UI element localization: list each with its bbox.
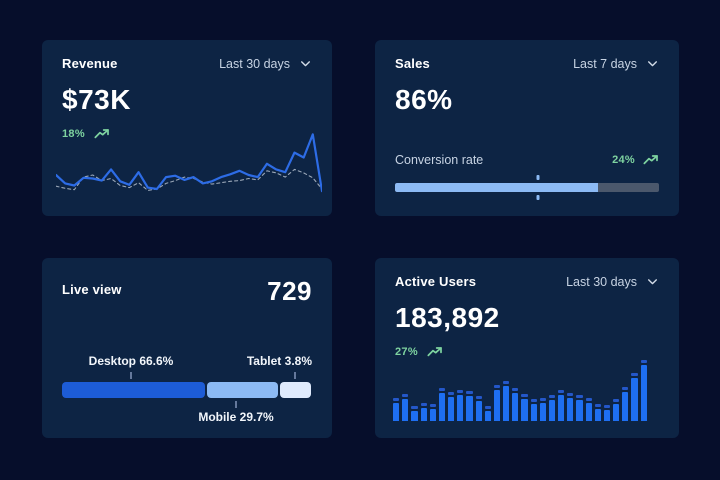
active-users-range-label: Last 30 days [566, 274, 637, 289]
card-grid: Revenue Last 30 days $73K 18% Sales Last… [42, 40, 679, 438]
bar [493, 384, 501, 421]
bar [503, 381, 510, 421]
mobile-tick [235, 401, 237, 408]
revenue-card-title: Revenue [62, 56, 118, 71]
chevron-down-icon [648, 279, 657, 285]
revenue-line-chart [56, 128, 322, 198]
bar [420, 402, 427, 421]
live-view-card-title: Live view [62, 282, 122, 297]
active-users-bar-chart [393, 359, 647, 421]
revenue-card-header: Revenue Last 30 days [62, 56, 312, 71]
chevron-down-icon [648, 61, 657, 67]
bar [448, 391, 455, 421]
bar [613, 399, 620, 421]
sales-card: Sales Last 7 days 86% Conversion rate 24… [375, 40, 679, 216]
conversion-progress [395, 175, 659, 200]
live-view-card: Live view 729 Desktop 66.6% Tablet 3.8% … [42, 258, 332, 438]
bar [512, 388, 519, 421]
chevron-down-icon [301, 61, 310, 67]
bar [558, 390, 565, 421]
tablet-segment-label: Tablet 3.8% [246, 354, 312, 368]
active-users-delta-row: 27% [395, 344, 659, 360]
bar [622, 386, 629, 421]
active-users-card-title: Active Users [395, 274, 477, 289]
sales-card-title: Sales [395, 56, 430, 71]
active-users-card-header: Active Users Last 30 days [395, 274, 659, 289]
bar [548, 394, 556, 421]
bar [567, 392, 574, 421]
active-users-range-dropdown[interactable]: Last 30 days [566, 275, 659, 289]
live-view-value: 729 [267, 276, 312, 306]
bar [530, 399, 537, 421]
bar [457, 390, 464, 421]
desktop-tick [130, 372, 132, 379]
bar [594, 404, 601, 421]
segment-desktop [62, 382, 205, 398]
sales-card-header: Sales Last 7 days [395, 56, 659, 71]
sales-value: 86% [395, 84, 453, 115]
revenue-range-dropdown[interactable]: Last 30 days [219, 57, 312, 71]
tablet-tick [293, 372, 296, 379]
bar [466, 391, 473, 421]
revenue-delta-row: 18% [62, 126, 312, 142]
active-users-delta-text: 27% [395, 346, 418, 358]
segment-mobile [206, 382, 278, 398]
conversion-progress-track [395, 183, 659, 192]
conversion-target-marker [536, 175, 540, 180]
bar [631, 373, 638, 421]
revenue-card: Revenue Last 30 days $73K 18% [42, 40, 332, 216]
sales-range-dropdown[interactable]: Last 7 days [573, 57, 659, 71]
bar [484, 405, 491, 421]
trending-up-icon [94, 129, 109, 139]
active-users-value: 183,892 [395, 302, 500, 333]
trending-up-icon [643, 155, 658, 165]
segment-tablet [279, 382, 311, 398]
conversion-rate-label: Conversion rate [395, 153, 484, 167]
conversion-target-marker [536, 195, 540, 200]
bar [539, 397, 546, 421]
conversion-delta-text: 24% [612, 154, 635, 166]
bar [576, 394, 583, 421]
bar [411, 405, 418, 421]
conversion-progress-fill [395, 183, 599, 192]
mobile-segment-label: Mobile 29.7% [198, 410, 274, 424]
device-stacked-bar [62, 382, 312, 398]
revenue-range-label: Last 30 days [219, 56, 290, 71]
bar [438, 388, 446, 421]
revenue-delta-text: 18% [62, 128, 85, 140]
bar [585, 397, 592, 421]
live-view-header: Live view 729 [62, 274, 312, 307]
active-users-card: Active Users Last 30 days 183,892 27% [375, 258, 679, 438]
bar [521, 394, 528, 421]
bar [402, 393, 409, 421]
conversion-metric-row: Conversion rate 24% [395, 152, 659, 168]
bar [603, 404, 611, 421]
conversion-delta: 24% [612, 152, 659, 168]
device-breakdown: Desktop 66.6% Tablet 3.8% Mobile 29.7% [62, 354, 312, 430]
sales-range-label: Last 7 days [573, 56, 637, 71]
desktop-segment-label: Desktop 66.6% [88, 354, 174, 368]
revenue-value: $73K [62, 84, 131, 115]
bar [475, 396, 482, 421]
bar [640, 360, 647, 421]
bar [429, 403, 436, 421]
trending-up-icon [427, 347, 442, 357]
bar [393, 398, 400, 421]
